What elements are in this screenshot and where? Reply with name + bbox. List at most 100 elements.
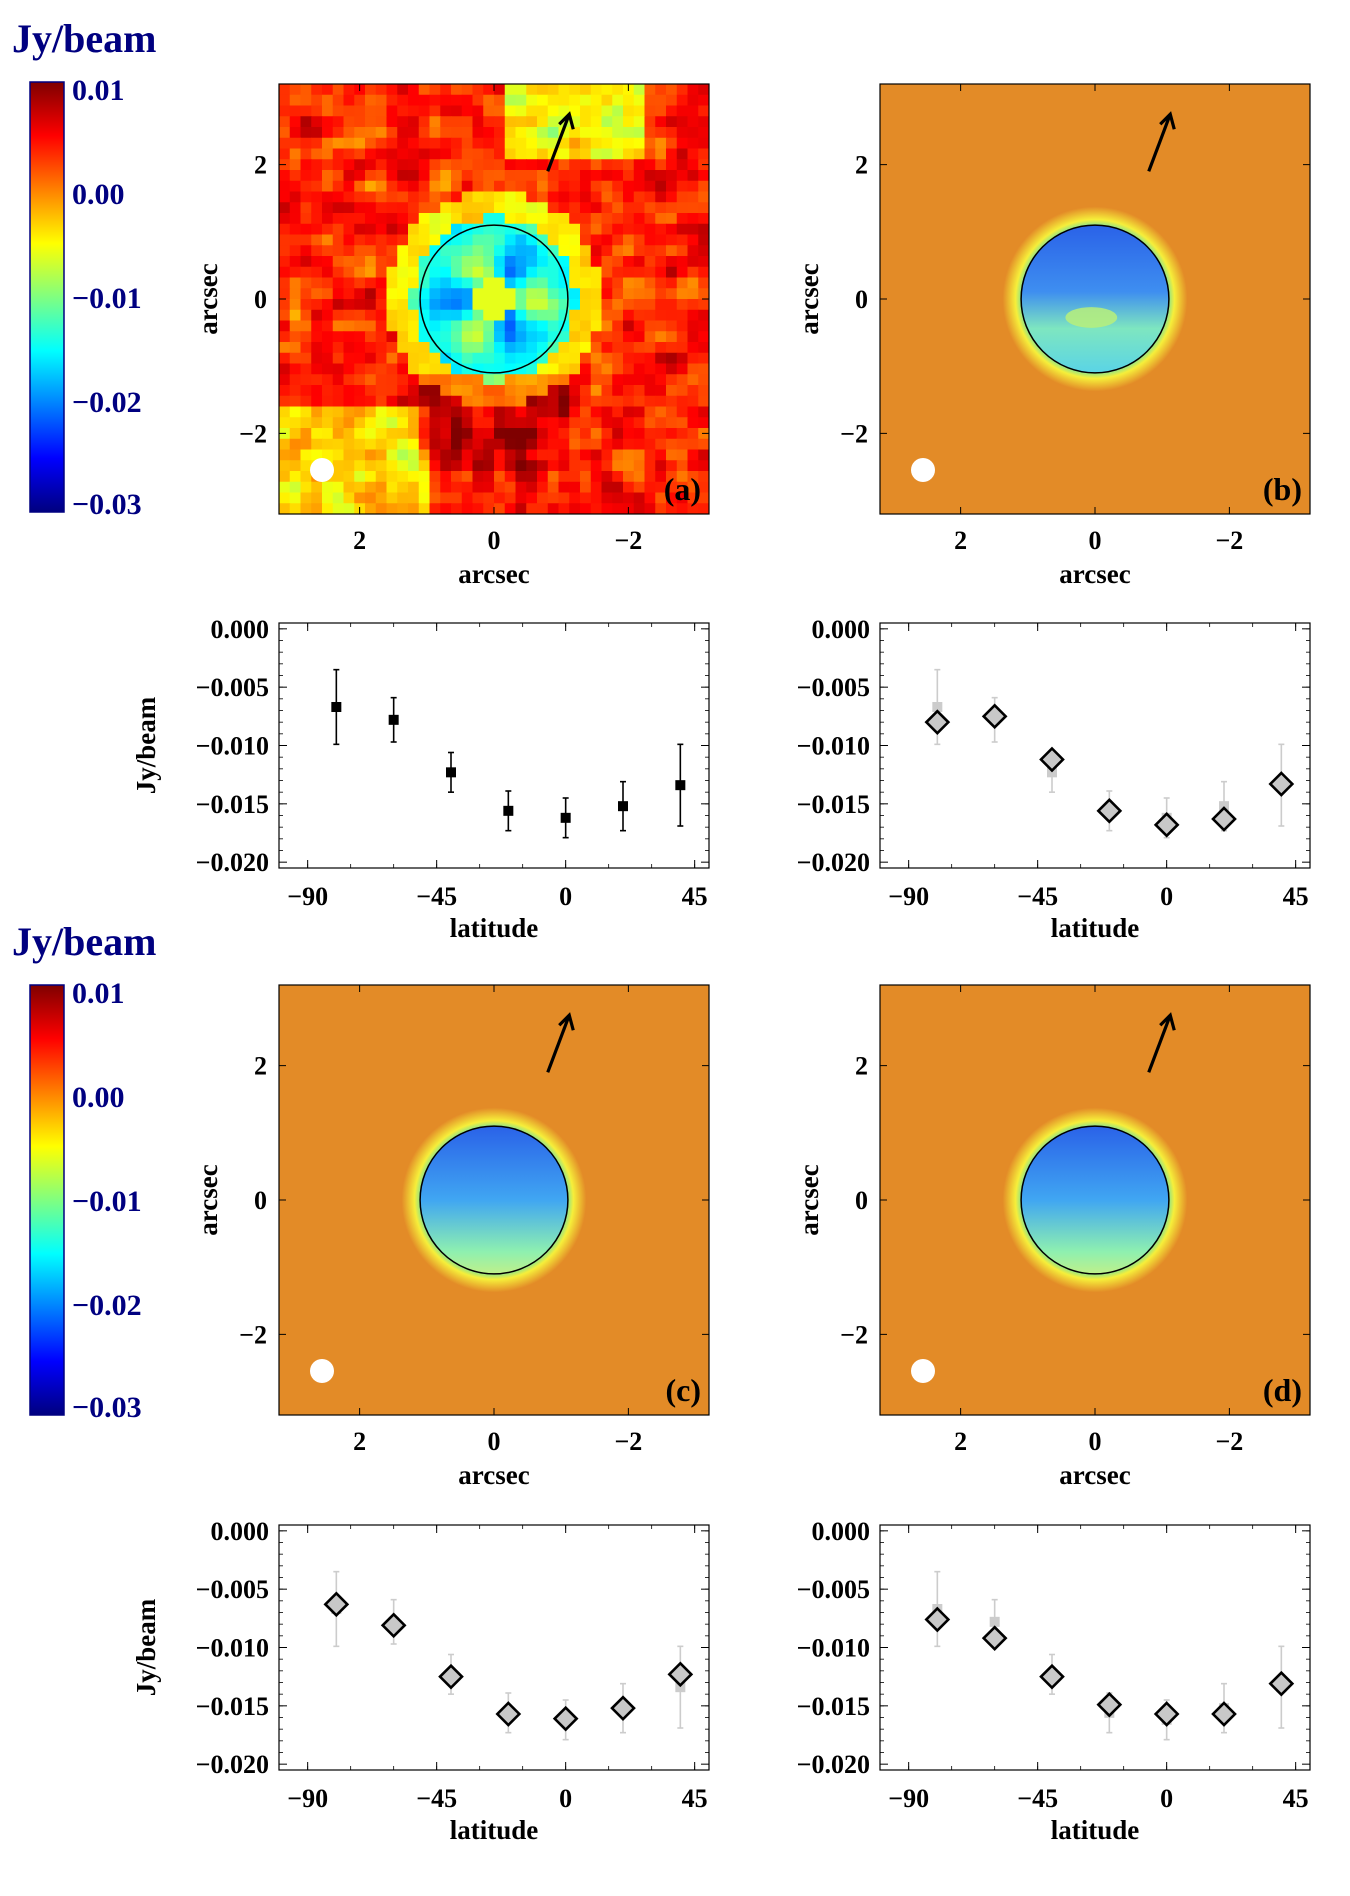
x-tick-label: −90 <box>287 1784 328 1813</box>
y-tick-label: −0.010 <box>196 1634 269 1663</box>
colorbar-unit-label: Jy/beam <box>12 919 156 964</box>
observed-point <box>503 805 514 816</box>
colorbar-tick-label: 0.00 <box>72 1081 125 1114</box>
observed-point <box>675 780 686 791</box>
model-point <box>924 709 951 736</box>
panel-label: (a) <box>664 471 701 507</box>
plot-frame <box>278 622 710 869</box>
x-axis-label: arcsec <box>458 559 529 589</box>
colorbar-tick-label: −0.02 <box>72 1289 142 1322</box>
y-axis-label: arcsec <box>193 1164 223 1235</box>
y-tick-label: −0.020 <box>196 1750 269 1779</box>
y-tick-label: 0 <box>254 1186 267 1215</box>
limb-circle <box>419 1125 569 1275</box>
north-arrow-head <box>558 1012 575 1031</box>
y-tick-label: −0.020 <box>797 848 870 877</box>
observed-point <box>331 702 342 712</box>
x-tick-label: 2 <box>353 526 366 555</box>
y-tick-label: 0 <box>855 285 868 314</box>
observed-point <box>932 702 943 712</box>
model-point <box>1153 1701 1180 1727</box>
profile-panel-pb: −90 −45 0 45 0.000 −0.005 −0.010 −0.015 −0.020 la… <box>797 615 1311 943</box>
y-tick-label: −0.015 <box>196 1692 269 1721</box>
north-arrow-head <box>1159 111 1176 130</box>
x-axis-label: latitude <box>450 1815 539 1845</box>
model-point <box>380 1612 407 1639</box>
map-panel-c: 2 0 −2 2 0 −2 arcsec arcsec (c) <box>193 984 710 1490</box>
x-tick-label: −90 <box>888 882 929 911</box>
colorbar-tick-label: −0.01 <box>72 282 142 315</box>
model-point <box>667 1661 694 1688</box>
y-tick-label: −0.005 <box>196 673 269 702</box>
x-tick-label: 0 <box>1089 526 1102 555</box>
x-tick-label: −90 <box>287 882 328 911</box>
y-tick-label: 0.000 <box>812 1517 871 1546</box>
model-point <box>1039 746 1065 773</box>
beam-marker <box>310 1359 334 1383</box>
model-point <box>1153 811 1180 838</box>
north-arrow <box>546 113 571 172</box>
north-arrow <box>546 1014 571 1073</box>
beam-marker <box>911 458 935 482</box>
colorbar-tick-label: −0.01 <box>72 1185 142 1218</box>
y-tick-label: −2 <box>239 419 267 448</box>
y-tick-label: 2 <box>254 1052 267 1081</box>
x-axis-label: arcsec <box>1059 559 1130 589</box>
observed-point <box>560 812 571 823</box>
y-axis-label: Jy/beam <box>131 1598 161 1696</box>
y-axis-label: Jy/beam <box>131 696 161 794</box>
x-tick-label: 0 <box>1089 1427 1102 1456</box>
y-tick-label: −0.005 <box>797 673 870 702</box>
x-axis-label: latitude <box>1051 1815 1140 1845</box>
y-tick-label: 0.000 <box>211 615 270 644</box>
y-tick-label: −0.005 <box>196 1575 269 1604</box>
panel-label: (d) <box>1263 1372 1302 1408</box>
map-panel-b: 2 0 −2 2 0 −2 arcsec arcsec (b) <box>794 83 1311 589</box>
observed-point <box>446 767 456 778</box>
y-tick-label: −2 <box>840 1320 868 1349</box>
x-tick-label: 45 <box>682 882 708 911</box>
y-tick-label: 2 <box>855 1052 868 1081</box>
colorbar-tick-label: −0.02 <box>72 386 142 419</box>
y-tick-label: 2 <box>254 151 267 180</box>
colorbar-gradient <box>29 81 65 513</box>
x-tick-label: 2 <box>954 526 967 555</box>
model-point <box>610 1695 636 1722</box>
colorbar-unit-label: Jy/beam <box>12 16 156 61</box>
y-tick-label: 2 <box>855 151 868 180</box>
panel-label: (b) <box>1263 471 1302 507</box>
x-tick-label: 0 <box>559 882 572 911</box>
limb-circle <box>1020 1125 1170 1275</box>
disk-fill <box>1021 1126 1169 1274</box>
x-axis-label: latitude <box>450 913 539 943</box>
x-tick-label: 2 <box>353 1427 366 1456</box>
y-tick-label: −0.010 <box>797 1634 870 1663</box>
y-tick-label: −0.005 <box>797 1575 870 1604</box>
x-tick-label: −45 <box>1017 1784 1058 1813</box>
x-tick-label: 2 <box>954 1427 967 1456</box>
plot-frame <box>879 622 1311 869</box>
x-tick-label: −2 <box>614 526 642 555</box>
map-panel-d: 2 0 −2 2 0 −2 arcsec arcsec (d) <box>794 984 1311 1490</box>
disk-fill <box>1021 225 1169 373</box>
colorbar-tick-label: 0.01 <box>72 977 125 1010</box>
y-tick-label: 0 <box>855 1186 868 1215</box>
x-tick-label: 0 <box>559 1784 572 1813</box>
observed-point <box>989 1616 1000 1627</box>
map-panel-a: 2 0 −2 2 0 −2 arcsec arcsec (a) <box>193 83 710 589</box>
plot-frame <box>879 1524 1311 1771</box>
model-point <box>495 1701 522 1727</box>
x-axis-label: latitude <box>1051 913 1140 943</box>
y-tick-label: −0.015 <box>797 1692 870 1721</box>
model-point <box>552 1705 579 1732</box>
north-arrow <box>1147 1014 1172 1073</box>
model-point <box>1268 771 1295 797</box>
observed-point <box>618 801 628 812</box>
x-tick-label: −45 <box>416 882 457 911</box>
x-tick-label: −2 <box>1215 526 1243 555</box>
x-tick-label: 0 <box>1160 882 1173 911</box>
model-point <box>1268 1670 1295 1697</box>
x-tick-label: 0 <box>488 1427 501 1456</box>
y-tick-label: −0.015 <box>797 790 870 819</box>
